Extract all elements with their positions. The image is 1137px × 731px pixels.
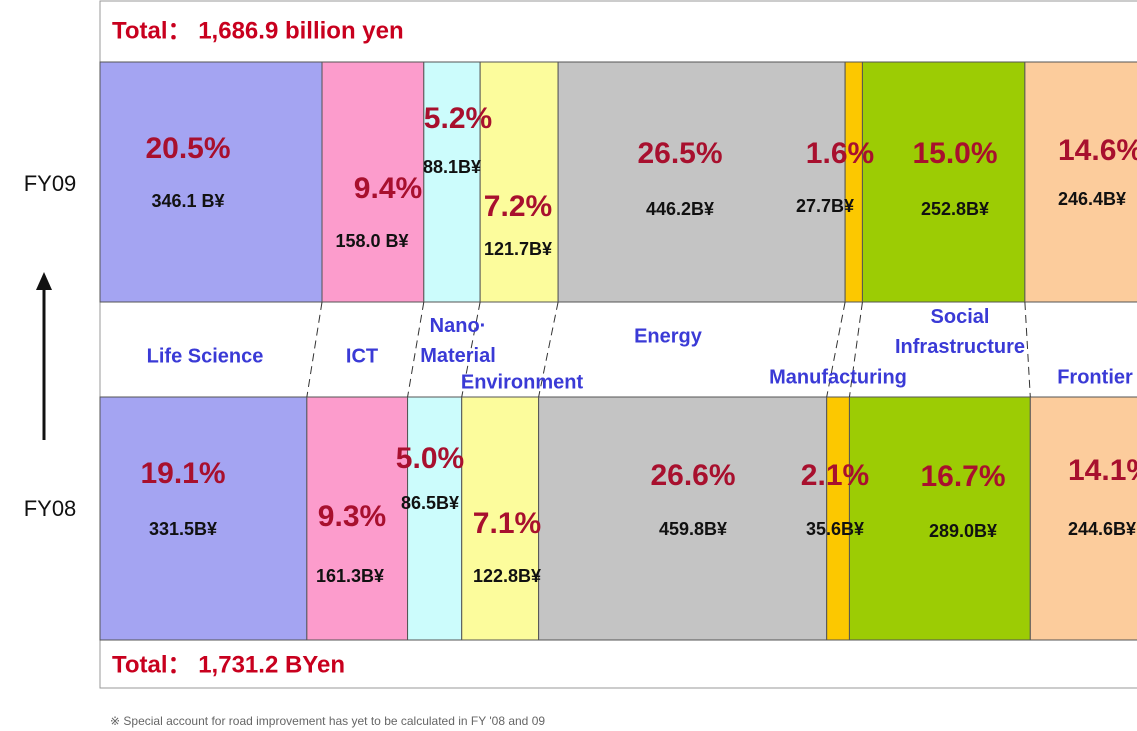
amount-label: 244.6B¥ (1068, 519, 1136, 539)
amount-label: 446.2B¥ (646, 199, 714, 219)
amount-label: 289.0B¥ (929, 521, 997, 541)
connector (407, 301, 425, 398)
connector (1024, 301, 1031, 398)
legend-label: Environment (461, 371, 584, 393)
percent-label: 5.0% (396, 442, 464, 475)
percent-label: 26.5% (637, 137, 722, 170)
amount-label: 346.1 B¥ (151, 191, 224, 211)
connector (848, 301, 863, 398)
percent-label: 9.4% (354, 172, 422, 205)
percent-label: 15.0% (912, 137, 997, 170)
bar-segment (479, 61, 559, 303)
connector (826, 301, 846, 398)
footnote: ※ Special account for road improvement h… (110, 714, 545, 728)
legend-label: Nano· Material (420, 315, 496, 367)
amount-label: 158.0 B¥ (335, 231, 408, 251)
bar-segment (1029, 396, 1137, 641)
amount-label: 86.5B¥ (401, 493, 459, 513)
connector (461, 301, 481, 398)
bar-segment (844, 61, 863, 303)
amount-label: 331.5B¥ (149, 519, 217, 539)
amount-label: 27.7B¥ (796, 196, 854, 216)
bar-segment (423, 61, 481, 303)
amount-label: 246.4B¥ (1058, 189, 1126, 209)
amount-label: 161.3B¥ (316, 566, 384, 586)
amount-label: 35.6B¥ (806, 519, 864, 539)
bar-segment (407, 396, 463, 641)
percent-label: 9.3% (318, 500, 386, 533)
percent-label: 5.2% (424, 102, 492, 135)
bar-segment (99, 396, 308, 641)
amount-label: 121.7B¥ (484, 239, 552, 259)
bar-segment (306, 396, 409, 641)
connector (538, 301, 559, 398)
bar-segment (538, 396, 828, 641)
amount-label: 459.8B¥ (659, 519, 727, 539)
total-label: Total： 1,686.9 billion yen (112, 17, 404, 44)
bar-segment (461, 396, 540, 641)
legend-label: Manufacturing (769, 366, 907, 388)
bar-segment (848, 396, 1031, 641)
category-label: FY09 (24, 171, 77, 196)
category-label: FY08 (24, 496, 77, 521)
legend-label-line: Material (420, 345, 496, 367)
total-label: Total： 1,731.2 BYen (112, 651, 345, 678)
percent-label: 14.6% (1058, 134, 1137, 167)
amount-label: 122.8B¥ (473, 566, 541, 586)
percent-label: 26.6% (650, 459, 735, 492)
legend-label: Social Infrastructure (895, 306, 1025, 358)
legend-label: Frontier (1057, 366, 1133, 388)
legend-label-line: Nano· (430, 315, 487, 337)
legend-label: Life Science (147, 345, 264, 367)
percent-label: 1.6% (806, 137, 874, 170)
arrow-head (36, 272, 52, 290)
bar-segment (861, 61, 1026, 303)
bar-segment (99, 61, 323, 303)
percent-label: 20.5% (145, 132, 230, 165)
connector (306, 301, 323, 398)
amount-label: 252.8B¥ (921, 199, 989, 219)
percent-label: 19.1% (140, 457, 225, 490)
legend-label-line: Infrastructure (895, 336, 1025, 358)
percent-label: 7.2% (484, 190, 552, 223)
bar-segment (1024, 61, 1137, 303)
percent-label: 7.1% (473, 507, 541, 540)
legend-label-line: Social (931, 306, 990, 328)
percent-label: 16.7% (920, 460, 1005, 493)
bar-segment (557, 61, 846, 303)
legend-label: ICT (346, 345, 378, 367)
percent-label: 2.1% (801, 459, 869, 492)
percent-label: 14.1% (1068, 454, 1137, 487)
amount-label: 88.1B¥ (423, 157, 481, 177)
legend-label: Energy (634, 325, 703, 347)
bar-segment (321, 61, 425, 303)
